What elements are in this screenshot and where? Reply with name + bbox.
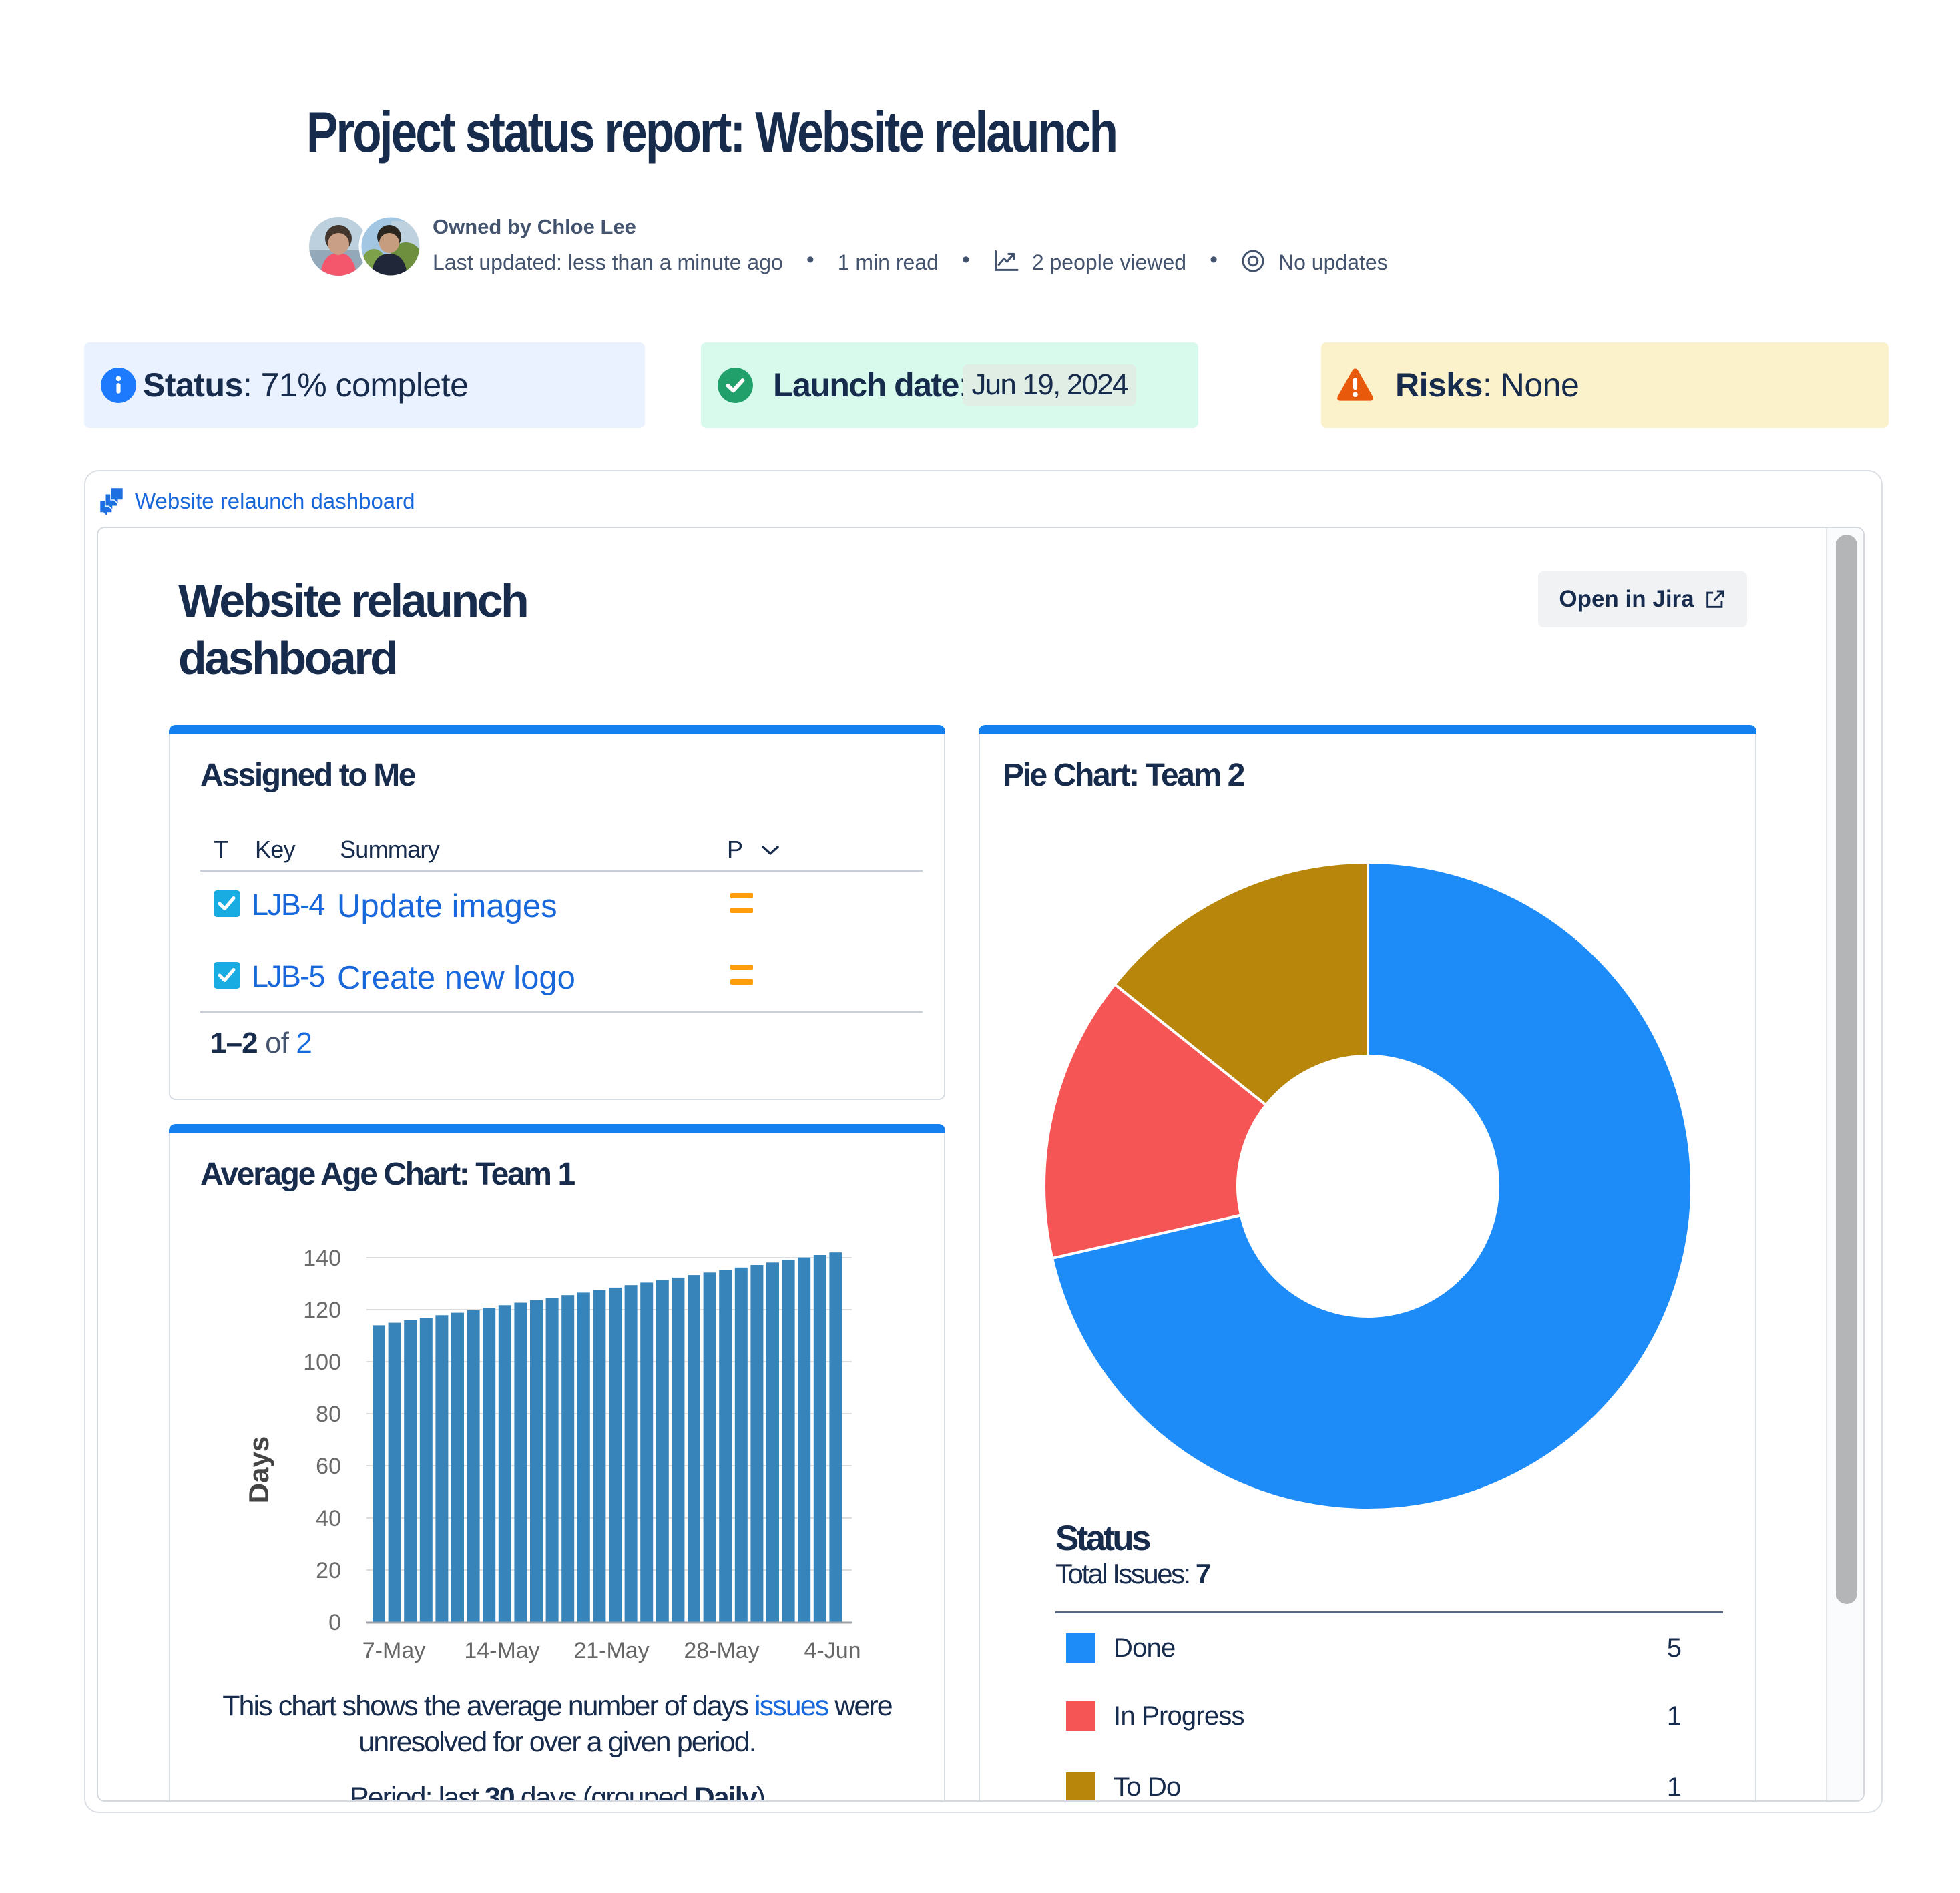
svg-text:100: 100 [303,1350,341,1375]
svg-text:21-May: 21-May [573,1638,649,1663]
svg-text:80: 80 [316,1402,341,1427]
svg-text:14-May: 14-May [464,1638,539,1663]
svg-text:140: 140 [303,1246,341,1271]
svg-text:40: 40 [316,1506,341,1531]
svg-text:7-May: 7-May [362,1638,425,1663]
svg-text:0: 0 [328,1610,341,1635]
svg-text:4-Jun: 4-Jun [804,1638,861,1663]
svg-text:28-May: 28-May [684,1638,759,1663]
svg-text:120: 120 [303,1298,341,1323]
svg-text:Days: Days [243,1436,274,1503]
svg-text:60: 60 [316,1454,341,1479]
svg-text:20: 20 [316,1558,341,1583]
